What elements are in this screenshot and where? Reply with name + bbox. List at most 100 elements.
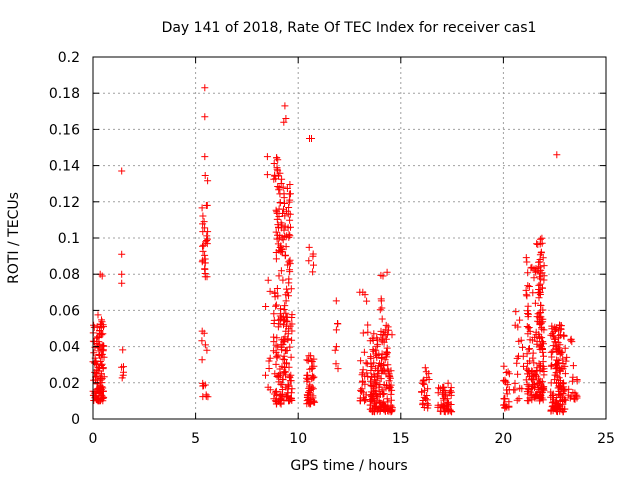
data-point — [444, 379, 452, 387]
data-point — [304, 357, 312, 365]
data-point — [278, 393, 286, 401]
data-point — [383, 330, 391, 338]
data-point — [548, 403, 556, 411]
data-point — [524, 282, 532, 290]
data-point — [276, 399, 284, 407]
data-point — [284, 336, 292, 344]
data-point — [515, 352, 522, 360]
data-point — [278, 381, 286, 389]
data-point — [90, 323, 98, 331]
data-point — [198, 356, 206, 364]
y-tick-label: 0.2 — [58, 50, 80, 66]
x-axis-title: GPS time / hours — [290, 458, 407, 474]
data-point — [378, 315, 386, 323]
data-point — [199, 256, 207, 264]
data-point — [273, 154, 281, 162]
data-point — [528, 375, 536, 383]
data-point — [422, 395, 429, 403]
data-point — [275, 378, 283, 386]
data-point — [357, 386, 365, 394]
data-point — [376, 407, 384, 414]
data-point — [332, 343, 340, 351]
data-point — [304, 375, 312, 383]
data-point — [419, 377, 427, 385]
data-point — [118, 363, 126, 371]
data-point — [308, 365, 316, 372]
data-point — [569, 373, 577, 381]
data-point — [540, 326, 548, 334]
data-point — [557, 392, 565, 400]
data-point — [513, 359, 521, 367]
data-point — [273, 334, 281, 342]
data-point — [377, 295, 385, 303]
data-point — [334, 320, 341, 327]
data-point — [266, 287, 274, 295]
data-point — [547, 407, 555, 415]
data-point — [559, 380, 567, 387]
data-point — [372, 364, 380, 372]
x-tick-label: 0 — [89, 431, 98, 447]
data-point — [277, 267, 285, 275]
data-point — [547, 379, 555, 387]
data-point — [444, 407, 452, 415]
data-point — [359, 288, 367, 296]
data-point — [523, 388, 531, 396]
data-point — [275, 186, 283, 194]
data-point — [376, 391, 384, 398]
data-point — [94, 396, 102, 404]
data-point — [278, 346, 286, 354]
data-point — [95, 334, 103, 341]
y-tick-label: 0.1 — [58, 231, 80, 247]
data-point — [552, 365, 560, 373]
data-point — [367, 353, 375, 361]
data-point — [97, 391, 105, 399]
data-point — [274, 351, 282, 359]
data-point — [279, 183, 287, 191]
data-point — [200, 218, 208, 226]
data-point — [377, 327, 385, 335]
data-point — [308, 375, 316, 383]
data-point — [371, 372, 379, 380]
data-point — [92, 357, 100, 365]
data-point — [556, 341, 564, 349]
y-tick-label: 0.04 — [49, 340, 80, 356]
data-point — [283, 313, 291, 321]
data-point — [387, 390, 395, 398]
data-point — [287, 353, 295, 361]
data-point — [381, 401, 389, 409]
data-point — [533, 340, 541, 348]
data-point — [529, 349, 537, 357]
data-point — [548, 325, 556, 333]
data-point — [201, 381, 209, 389]
data-point — [384, 323, 392, 331]
data-point — [265, 365, 273, 372]
data-point — [272, 360, 280, 368]
data-point — [280, 369, 288, 377]
data-point — [378, 354, 385, 361]
data-point — [387, 367, 395, 375]
data-point — [568, 338, 576, 346]
data-point — [284, 289, 292, 297]
data-point — [565, 385, 573, 393]
data-point — [202, 238, 210, 246]
data-point — [273, 165, 281, 173]
data-point — [572, 391, 580, 399]
data-point — [369, 383, 377, 391]
y-tick-label: 0.06 — [49, 303, 80, 319]
data-point — [384, 349, 391, 357]
data-point — [388, 404, 396, 412]
data-point — [282, 115, 290, 122]
data-point — [276, 199, 284, 207]
data-point — [536, 320, 544, 328]
data-point — [94, 311, 102, 319]
data-point — [272, 255, 280, 263]
data-point — [421, 386, 429, 394]
data-point — [281, 356, 288, 364]
data-point — [424, 401, 432, 409]
data-point — [556, 397, 564, 405]
data-point — [376, 306, 384, 314]
data-point — [279, 375, 287, 383]
data-point — [201, 84, 209, 92]
data-point — [271, 388, 279, 396]
